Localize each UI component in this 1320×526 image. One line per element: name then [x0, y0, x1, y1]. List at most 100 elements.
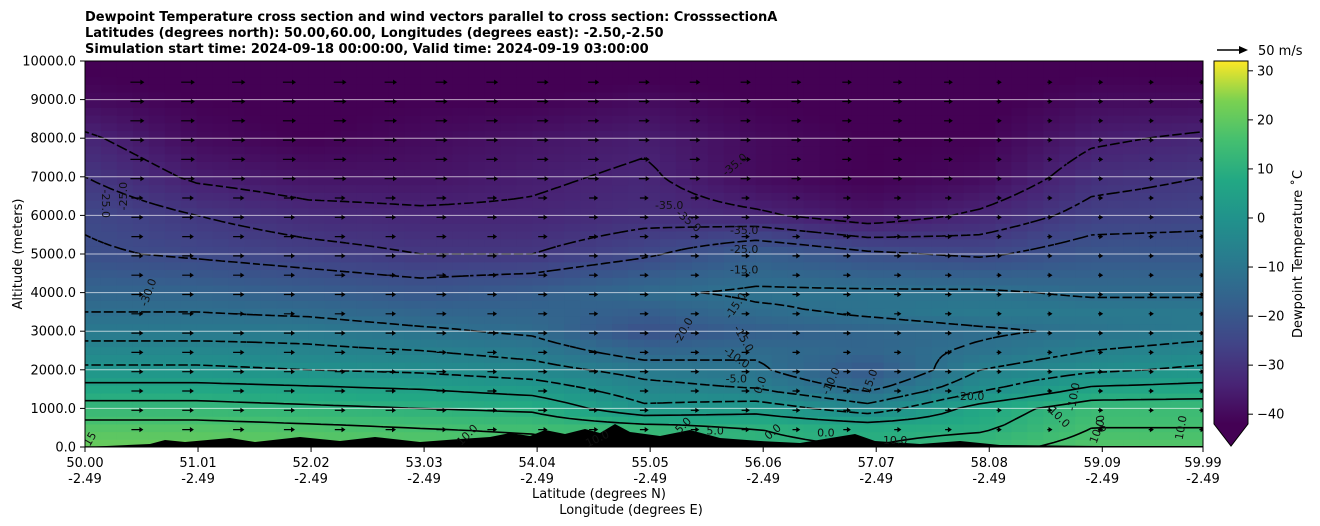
heatmap-cell [292, 99, 310, 108]
heatmap-cell [452, 416, 469, 425]
heatmap-cell [372, 99, 390, 108]
heatmap-cell [132, 346, 150, 355]
heatmap-cell [691, 138, 709, 147]
heatmap-cell [228, 230, 246, 240]
heatmap-cell [452, 192, 469, 201]
heatmap-cell [675, 261, 693, 271]
heatmap-cell [1187, 230, 1203, 240]
heatmap-cell [1043, 115, 1060, 124]
heatmap-cell [164, 385, 182, 394]
heatmap-cell [468, 153, 485, 162]
heatmap-cell [628, 338, 645, 348]
heatmap-cell [628, 423, 645, 433]
wind-arrow [791, 79, 802, 85]
heatmap-cell [771, 323, 789, 332]
heatmap-cell [372, 176, 390, 186]
heatmap-cell [484, 153, 501, 162]
heatmap-cell [116, 169, 134, 178]
heatmap-cell [468, 161, 485, 170]
heatmap-cell [564, 107, 581, 116]
heatmap-cell [516, 346, 533, 355]
heatmap-cell [292, 408, 310, 417]
heatmap-cell [164, 246, 182, 255]
heatmap-cell [548, 153, 565, 162]
heatmap-cell [548, 315, 565, 325]
heatmap-cell [132, 284, 150, 294]
heatmap-cell [691, 192, 709, 201]
heatmap-cell [803, 300, 821, 309]
heatmap-cell [963, 416, 980, 425]
heatmap-cell [1155, 91, 1172, 101]
heatmap-cell [1075, 176, 1092, 186]
wind-arrow [1199, 272, 1203, 278]
heatmap-cell [1075, 161, 1092, 170]
heatmap-cell [324, 99, 342, 108]
heatmap-cell [228, 385, 246, 394]
heatmap-cell [723, 184, 741, 193]
heatmap-cell [979, 338, 996, 348]
heatmap-cell [979, 76, 996, 85]
heatmap-cell [500, 323, 517, 332]
heatmap-cell [404, 207, 421, 216]
wind-arrow [944, 98, 953, 105]
heatmap-cell [100, 331, 118, 340]
heatmap-cell [580, 369, 597, 379]
heatmap-cell [596, 308, 613, 317]
heatmap-cell [356, 184, 374, 193]
heatmap-cell [1075, 192, 1092, 201]
heatmap-cell [787, 277, 805, 286]
heatmap-cell [116, 192, 134, 201]
heatmap-cell [340, 323, 358, 332]
heatmap-cell [1043, 230, 1060, 240]
heatmap-cell [85, 400, 102, 409]
heatmap-cell [340, 416, 358, 425]
heatmap-cell [1059, 215, 1076, 224]
heatmap-cell [931, 400, 949, 409]
heatmap-cell [1027, 84, 1044, 93]
heatmap-cell [755, 99, 773, 108]
heatmap-cell [196, 230, 214, 240]
heatmap-cell [292, 176, 310, 186]
heatmap-cell [659, 169, 677, 178]
heatmap-cell [1107, 68, 1124, 78]
heatmap-cell [308, 130, 326, 139]
heatmap-cell [324, 138, 342, 147]
heatmap-cell [659, 192, 677, 201]
heatmap-cell [835, 346, 853, 355]
heatmap-cell [196, 362, 214, 371]
heatmap-cell [1011, 269, 1028, 278]
heatmap-cell [707, 107, 725, 116]
heatmap-cell [452, 261, 469, 271]
heatmap-cell [755, 207, 773, 216]
heatmap-cell [580, 223, 597, 232]
wind-arrow [182, 214, 194, 220]
heatmap-cell [292, 431, 310, 440]
heatmap-cell [340, 385, 358, 394]
heatmap-cell [164, 99, 182, 108]
heatmap-cell [963, 145, 980, 155]
heatmap-cell [915, 84, 933, 93]
heatmap-cell [835, 68, 853, 78]
heatmap-cell [723, 331, 741, 340]
heatmap-cell [340, 400, 358, 409]
heatmap-cell [244, 423, 262, 433]
heatmap-cell [995, 392, 1012, 402]
heatmap-cell [196, 207, 214, 216]
heatmap-cell [1139, 416, 1156, 425]
heatmap-cell [1187, 84, 1203, 93]
heatmap-cell [1155, 76, 1172, 85]
heatmap-cell [1123, 161, 1140, 170]
heatmap-cell [739, 362, 757, 371]
heatmap-cell [452, 169, 469, 178]
heatmap-cell [851, 254, 869, 263]
heatmap-cell [1187, 99, 1203, 108]
heatmap-cell [1011, 315, 1028, 325]
heatmap-cell [420, 292, 437, 301]
heatmap-cell [372, 416, 390, 425]
heatmap-cell [516, 130, 533, 139]
heatmap-cell [755, 323, 773, 332]
heatmap-cell [596, 369, 613, 379]
heatmap-cell [675, 400, 693, 409]
heatmap-cell [915, 107, 933, 116]
heatmap-cell [516, 269, 533, 278]
